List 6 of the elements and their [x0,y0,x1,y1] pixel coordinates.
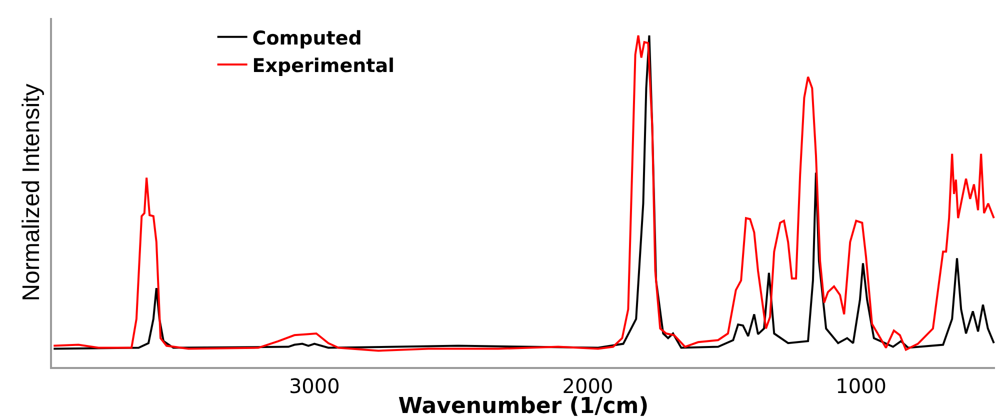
legend-label: Experimental [252,54,395,77]
x-axis-title: Wavenumber (1/cm) [398,394,649,419]
y-axis-title: Normalized Intensity [18,84,45,302]
x-tick-label: 3000 [288,374,340,398]
x-tick-label: 1000 [836,374,887,398]
legend-label: Computed [252,27,362,50]
